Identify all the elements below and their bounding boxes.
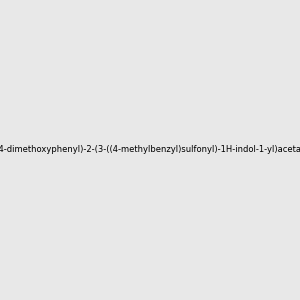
Text: N-(2,4-dimethoxyphenyl)-2-(3-((4-methylbenzyl)sulfonyl)-1H-indol-1-yl)acetamide: N-(2,4-dimethoxyphenyl)-2-(3-((4-methylb… <box>0 146 300 154</box>
